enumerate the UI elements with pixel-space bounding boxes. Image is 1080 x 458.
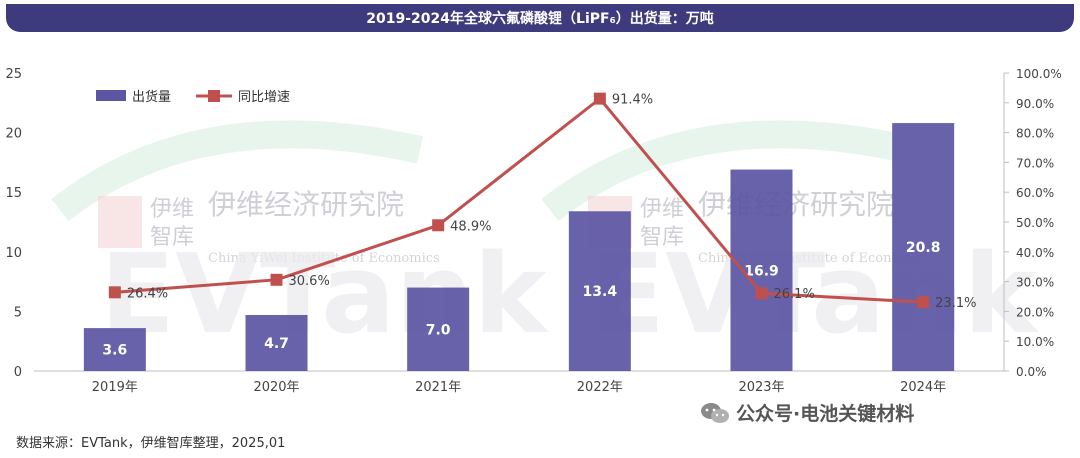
watermark-logo: EVTank [100, 230, 550, 358]
x-tick-label: 2020年 [253, 380, 299, 395]
bar-value-label: 13.4 [583, 284, 618, 300]
y-right-tick-label: 90.0% [1016, 97, 1054, 111]
bar-value-label: 3.6 [102, 343, 127, 359]
growth-marker [108, 286, 121, 299]
y-left-tick-label: 10 [5, 246, 22, 261]
y-right-tick-label: 80.0% [1016, 127, 1054, 141]
legend-label-line: 同比增速 [238, 90, 290, 105]
growth-value-label: 26.4% [127, 286, 168, 301]
wechat-badge: 公众号·电池关键材料 [700, 399, 914, 426]
y-right-tick-label: 30.0% [1016, 276, 1054, 290]
axes: 0 5 10 15 20 25 0.0% 10.0% 20.0% 30.0% 40.0% 50.0% 6… [5, 67, 1061, 395]
y-right-tick-label: 0.0% [1016, 365, 1047, 379]
bar [83, 328, 146, 371]
watermark-think-tank: 伊维 [640, 197, 684, 222]
watermark-think-tank-2: 智库 [640, 225, 684, 250]
bar-value-label: 16.9 [744, 263, 779, 279]
legend-swatch-bar [96, 90, 126, 101]
x-tick-label: 2022年 [577, 380, 623, 395]
x-tick-label: 2019年 [92, 380, 138, 395]
growth-marker [755, 287, 768, 300]
wechat-icon [700, 401, 730, 425]
x-tick-label: 2024年 [900, 380, 946, 395]
growth-value-label: 26.1% [774, 287, 815, 302]
y-left-tick-label: 25 [5, 67, 22, 82]
bar-value-label: 7.0 [426, 322, 451, 338]
growth-value-label: 30.6% [289, 274, 330, 289]
growth-marker [270, 273, 283, 286]
growth-value-label: 91.4% [612, 93, 653, 108]
y-right-tick-label: 70.0% [1016, 156, 1054, 170]
bar-value-label: 4.7 [264, 336, 289, 352]
y-left-tick-label: 15 [5, 186, 22, 201]
watermark-logo-box [98, 196, 142, 248]
growth-value-label: 48.9% [450, 219, 491, 234]
bar [892, 123, 955, 372]
y-right-tick-label: 100.0% [1016, 67, 1062, 81]
y-right-tick-label: 60.0% [1016, 186, 1054, 200]
x-tick-label: 2021年 [415, 380, 461, 395]
y-left-tick-label: 5 [14, 305, 22, 320]
legend-swatch-marker [208, 90, 220, 102]
bar-series: 3.6 4.7 7.0 13.4 16.9 20.8 [83, 123, 955, 372]
growth-marker [593, 92, 606, 105]
watermark-think-tank: 伊维 [150, 197, 194, 222]
y-right-tick-label: 40.0% [1016, 246, 1054, 260]
watermark-swoosh [51, 120, 424, 222]
y-left-tick-label: 20 [5, 127, 22, 142]
y-right-tick-label: 20.0% [1016, 305, 1054, 319]
watermark-cn-name: 伊维经济研究院 [208, 188, 404, 221]
watermark-swoosh [541, 120, 914, 222]
line-series: 26.4% 30.6% 48.9% 91.4% 26.1% 23.1% [108, 92, 976, 311]
growth-line [114, 97, 924, 304]
legend-label-bar: 出货量 [132, 89, 171, 105]
watermark-en-name: China YiWei Institute of Economics [208, 251, 440, 266]
bar [245, 314, 308, 371]
bar [568, 211, 631, 371]
watermark-think-tank-2: 智库 [150, 225, 194, 250]
bar-value-label: 20.8 [906, 240, 941, 256]
watermark-cn-name: 伊维经济研究院 [698, 188, 894, 221]
y-left-tick-label: 0 [14, 365, 22, 380]
y-right-tick-label: 10.0% [1016, 335, 1054, 349]
growth-value-label: 23.1% [935, 296, 976, 311]
legend: 出货量 同比增速 [96, 89, 290, 105]
watermark-logo: EVTank [590, 230, 1040, 358]
y-right-tick-label: 50.0% [1016, 216, 1054, 230]
chart-title: 2019-2024年全球六氟磷酸锂（LiPF₆）出货量：万吨 [6, 4, 1074, 32]
x-tick-label: 2023年 [738, 380, 784, 395]
growth-marker [432, 219, 445, 232]
bar [407, 287, 470, 371]
wechat-label: 公众号·电池关键材料 [736, 403, 915, 425]
source-note: 数据来源：EVTank，伊维智库整理，2025,01 [16, 436, 286, 451]
growth-marker [917, 296, 930, 309]
